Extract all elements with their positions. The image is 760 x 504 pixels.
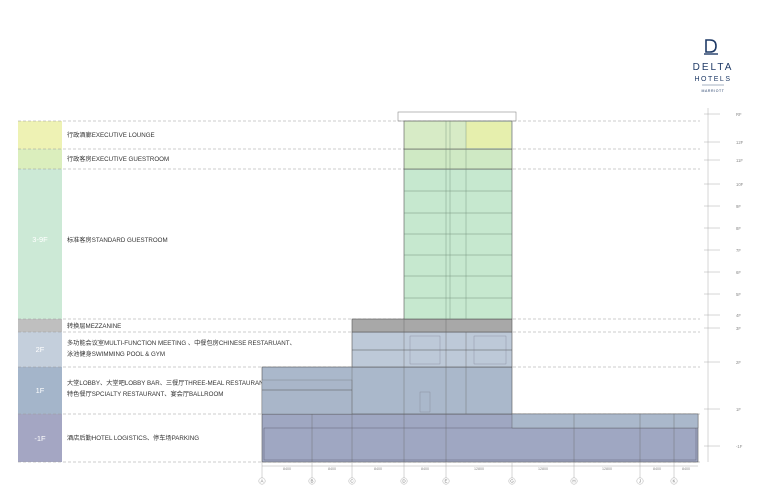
brand-hotels: HOTELS [694,76,731,83]
zone-labels: 行政酒廊EXECUTIVE LOUNGE 行政客房EXECUTIVE GUEST… [67,131,296,442]
span-3: 8400 [374,467,382,471]
level-8f: 8F [736,226,741,231]
grid-axes: 8400 8400 8400 8400 12800 12800 12800 84… [258,462,698,485]
zone-legend: 3-9F 2F 1F -1F [18,121,62,462]
zone-band-mezz [18,319,62,332]
lounge-highlight [466,122,511,148]
axis-d: D [402,479,406,484]
level-rf: RF [736,112,742,117]
zone-label-exec-lounge: 行政酒廊EXECUTIVE LOUNGE [67,131,155,139]
zone-label-mezz: 转换层MEZZANINE [67,322,121,330]
level-7f: 7F [736,248,741,253]
level-9f: 9F [736,204,741,209]
axis-e: E [444,479,447,484]
delta-d-icon [704,39,718,55]
level-1f: 1F [736,407,741,412]
span-4: 8400 [421,467,429,471]
zone-label-2f-line2: 泳池健身SWIMMING POOL & GYM [67,350,165,358]
tower-exec-guestrooms [403,148,513,170]
level-12f: 12F [736,140,744,145]
zone-label-1f-line2: 特色餐厅SPCIALTY RESTAURANT、宴会厅BALLROOM [67,390,223,398]
level-markers: RF 12F 11F 10F 9F 8F 7F 6F 5F 4F 3F 2F 1… [704,108,744,462]
axis-g: G [510,479,514,484]
zone-band-exec-guest [18,149,62,169]
brand-name: DELTA [693,62,734,73]
level-5f: 5F [736,292,741,297]
zone-band-standard [18,169,62,319]
level-2f: 2F [736,360,741,365]
zone-label-2f-line1: 多功能会议室MULTI-FUNCTION MEETING 、中餐包房CHINES… [67,339,296,347]
zone-label-b1: 酒店后勤HOTEL LOGISTICS、停车场PARKING [67,434,199,442]
axis-h: H [572,479,575,484]
level-4f: 4F [736,313,741,318]
floor-tag-1f: 1F [36,386,45,395]
span-8: 8400 [653,467,661,471]
podium-2f [351,331,513,368]
level-3f: 3F [736,326,741,331]
floor-tag-2f: 2F [36,345,45,354]
zone-band-2f [18,332,62,367]
tower-guestrooms [403,168,513,320]
zone-band-1f [18,367,62,414]
axis-b: B [310,479,313,484]
span-9: 8400 [682,467,690,471]
axis-j: J [639,479,641,484]
span-6: 12800 [538,467,548,471]
floor-tag-b1: -1F [34,434,46,443]
zone-band-exec-lounge [18,121,62,149]
span-5: 12800 [474,467,484,471]
zone-label-standard: 标准客房STANDARD GUESTROOM [67,236,168,244]
brand-marriott: MARRIOTT [701,89,724,93]
span-1: 8400 [283,467,291,471]
building-section [261,111,699,463]
level-b1: -1F [736,444,743,449]
axis-k: K [672,479,675,484]
span-2: 8400 [328,467,336,471]
zone-band-b1 [18,414,62,462]
mezzanine-block [351,318,513,333]
axis-c: C [350,479,354,484]
zone-label-exec-guest: 行政客房EXECUTIVE GUESTROOM [67,155,169,163]
floor-tag-3-9f: 3-9F [32,235,48,244]
roof-parapet [397,111,517,122]
level-11f: 11F [736,158,743,163]
east-wing-1f [511,413,699,429]
zone-label-1f-line1: 大堂LOBBY、大堂吧LOBBY BAR、三餐厅THREE-MEAL RESTA… [67,379,274,387]
level-6f: 6F [736,270,741,275]
axis-a: A [260,479,263,484]
span-7: 12800 [602,467,612,471]
level-10f: 10F [736,182,744,187]
brand-logo: DELTA HOTELS MARRIOTT [693,39,734,93]
